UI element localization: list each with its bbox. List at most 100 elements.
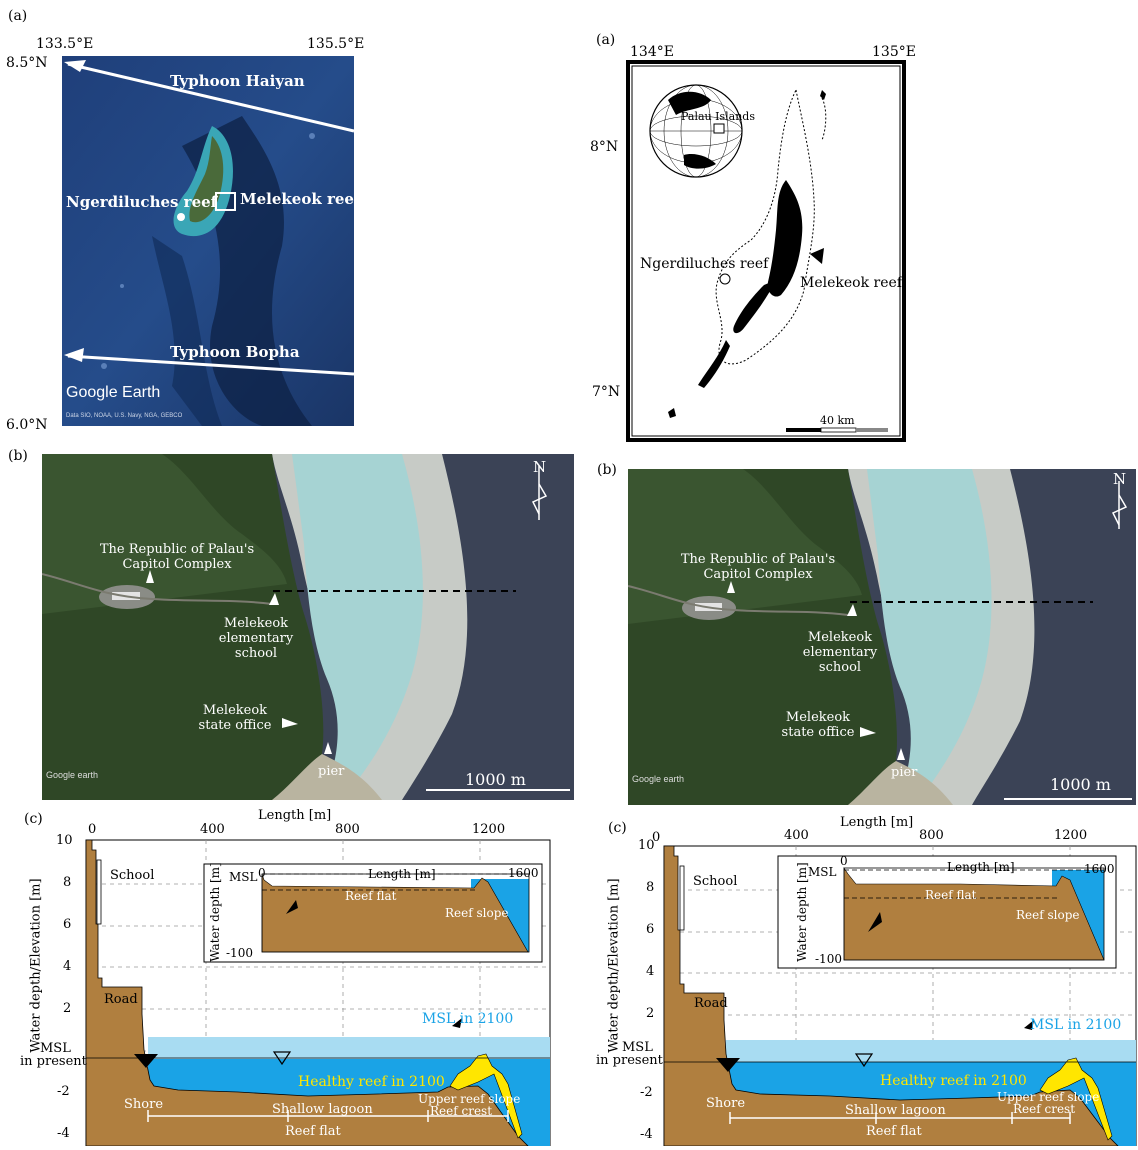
school-line1-right: Melekeok <box>807 630 873 645</box>
school-line1: Melekeok <box>223 616 289 631</box>
xlabel-left: Length [m] <box>258 808 332 823</box>
shore-label-right: Shore <box>706 1096 746 1111</box>
ytick-present-left: in present <box>20 1054 87 1069</box>
ngerdiluches-label-sat: Ngerdiluches reef <box>66 193 218 211</box>
cross-section-right <box>660 812 1138 1147</box>
scale-label-left: 1000 m <box>465 770 526 789</box>
north-label-left: N <box>533 458 547 476</box>
ytick-m4-right: -4 <box>640 1127 653 1142</box>
ytick-present-right: in present <box>596 1053 663 1068</box>
office-label-right: Melekeok state office <box>778 710 858 740</box>
inset-ymin-left: -100 <box>226 946 253 960</box>
lon-left-label: 133.5°E <box>36 36 94 52</box>
google-earth-logo: Google Earth <box>66 384 161 401</box>
school-line2: elementary <box>218 631 294 646</box>
upper-slope-label-right: Upper reef slope <box>997 1090 1100 1104</box>
panel-b-left-label: (b) <box>8 448 28 464</box>
inset-reefslope-right: Reef slope <box>1016 908 1080 922</box>
capitol-label-left: The Republic of Palau's Capitol Complex <box>77 542 277 572</box>
inset-xlabel-right: Length [m] <box>947 860 1015 874</box>
lagoon-label-left: Shallow lagoon <box>272 1102 373 1117</box>
inset-reefflat-left: Reef flat <box>345 889 397 903</box>
map-scale-label: 40 km <box>820 414 855 427</box>
xtick-0-left: 0 <box>88 822 97 837</box>
school-label-left: Melekeok elementary school <box>216 616 296 661</box>
inset-reefslope-left: Reef slope <box>445 906 509 920</box>
capitol-line1: The Republic of Palau's <box>99 542 255 557</box>
school-line3-right: school <box>818 660 862 675</box>
panel-a-right-label: (a) <box>596 32 616 48</box>
xtick-1200-right: 1200 <box>1054 828 1088 843</box>
xtick-1200-left: 1200 <box>472 822 506 837</box>
inset-msl-right: MSL <box>808 865 837 879</box>
road-label-left: Road <box>104 992 138 1007</box>
map-lon-right: 135°E <box>872 44 916 60</box>
reef-crest-label-right: Reef crest <box>1013 1102 1076 1116</box>
typhoon-bopha-label: Typhoon Bopha <box>170 343 300 361</box>
xlabel-right: Length [m] <box>840 815 914 830</box>
map-lat-top: 8°N <box>590 139 619 155</box>
inset-ylabel-right: Water depth [m] <box>795 862 809 962</box>
inset-ylabel-left: Water depth [m] <box>208 862 222 962</box>
capitol-line2: Capitol Complex <box>122 557 232 572</box>
ytick-4-right: 4 <box>646 964 655 979</box>
xtick-800-left: 800 <box>335 822 360 837</box>
school-label-right: Melekeok elementary school <box>800 630 880 675</box>
ytick-m2-right: -2 <box>640 1085 653 1100</box>
road-label-right: Road <box>694 996 728 1011</box>
inset-reefflat-right: Reef flat <box>925 888 977 902</box>
cross-section-left <box>78 804 568 1147</box>
typhoon-haiyan-label: Typhoon Haiyan <box>170 72 305 90</box>
globe-palau-label: Palau Islands <box>681 110 755 123</box>
pier-label-right: pier <box>891 765 918 780</box>
satellite-map-regional <box>62 56 354 426</box>
capitol-label-right: The Republic of Palau's Capitol Complex <box>658 552 858 582</box>
reef-crest-label-left: Reef crest <box>430 1104 493 1118</box>
melekeok-label-sat: Melekeok reef <box>240 190 361 208</box>
shore-label-left: Shore <box>124 1097 164 1112</box>
ytick-10-left: 10 <box>56 833 73 848</box>
school-label-section-left: School <box>110 868 155 883</box>
ytick-6-left: 6 <box>63 917 72 932</box>
ytick-msl-right: MSL <box>622 1040 653 1055</box>
ngerdiluches-label-map: Ngerdiluches reef <box>640 256 769 272</box>
school-label-section-right: School <box>693 874 738 889</box>
office-line2: state office <box>198 718 272 733</box>
xtick-800-right: 800 <box>919 828 944 843</box>
office-line1: Melekeok <box>202 703 268 718</box>
ytick-2-left: 2 <box>63 1001 72 1016</box>
office-label-left: Melekeok state office <box>195 703 275 733</box>
ytick-8-left: 8 <box>63 875 72 890</box>
ylabel-left: Water depth/Elevation [m] <box>28 878 44 1053</box>
office-line2-right: state office <box>781 725 855 740</box>
ytick-4-left: 4 <box>63 959 72 974</box>
capitol-line1-right: The Republic of Palau's <box>680 552 836 567</box>
google-logo-right: Google earth <box>632 774 685 784</box>
upper-slope-label-left: Upper reef slope <box>418 1092 521 1106</box>
lat-top-label: 8.5°N <box>6 55 48 71</box>
inset-x1-right: 1600 <box>1084 862 1115 876</box>
inset-x0-left: 0 <box>258 866 266 880</box>
inset-ymin-right: -100 <box>815 952 842 966</box>
office-line1-right: Melekeok <box>785 710 851 725</box>
palau-outline-map <box>626 60 906 442</box>
ylabel-right: Water depth/Elevation [m] <box>606 878 622 1053</box>
school-line2-right: elementary <box>802 645 878 660</box>
ytick-6-right: 6 <box>646 922 655 937</box>
msl-2100-label-left: MSL in 2100 <box>422 1011 514 1027</box>
panel-b-right-label: (b) <box>597 462 617 478</box>
school-line3: school <box>234 646 278 661</box>
lon-right-label: 135.5°E <box>307 36 365 52</box>
reef-flat-label-right: Reef flat <box>866 1124 922 1139</box>
xtick-0-right: 0 <box>652 830 661 845</box>
xtick-400-right: 400 <box>784 828 809 843</box>
melekeok-label-map: Melekeok reef <box>800 275 902 291</box>
panel-c-left-label: (c) <box>24 811 43 827</box>
inset-x0-right: 0 <box>840 854 848 868</box>
ytick-2-right: 2 <box>646 1006 655 1021</box>
scale-label-right: 1000 m <box>1050 775 1111 794</box>
map-lat-bottom: 7°N <box>592 384 621 400</box>
ytick-m4-left: -4 <box>57 1126 70 1141</box>
inset-x1-left: 1600 <box>508 866 539 880</box>
pier-label-left: pier <box>318 764 345 779</box>
